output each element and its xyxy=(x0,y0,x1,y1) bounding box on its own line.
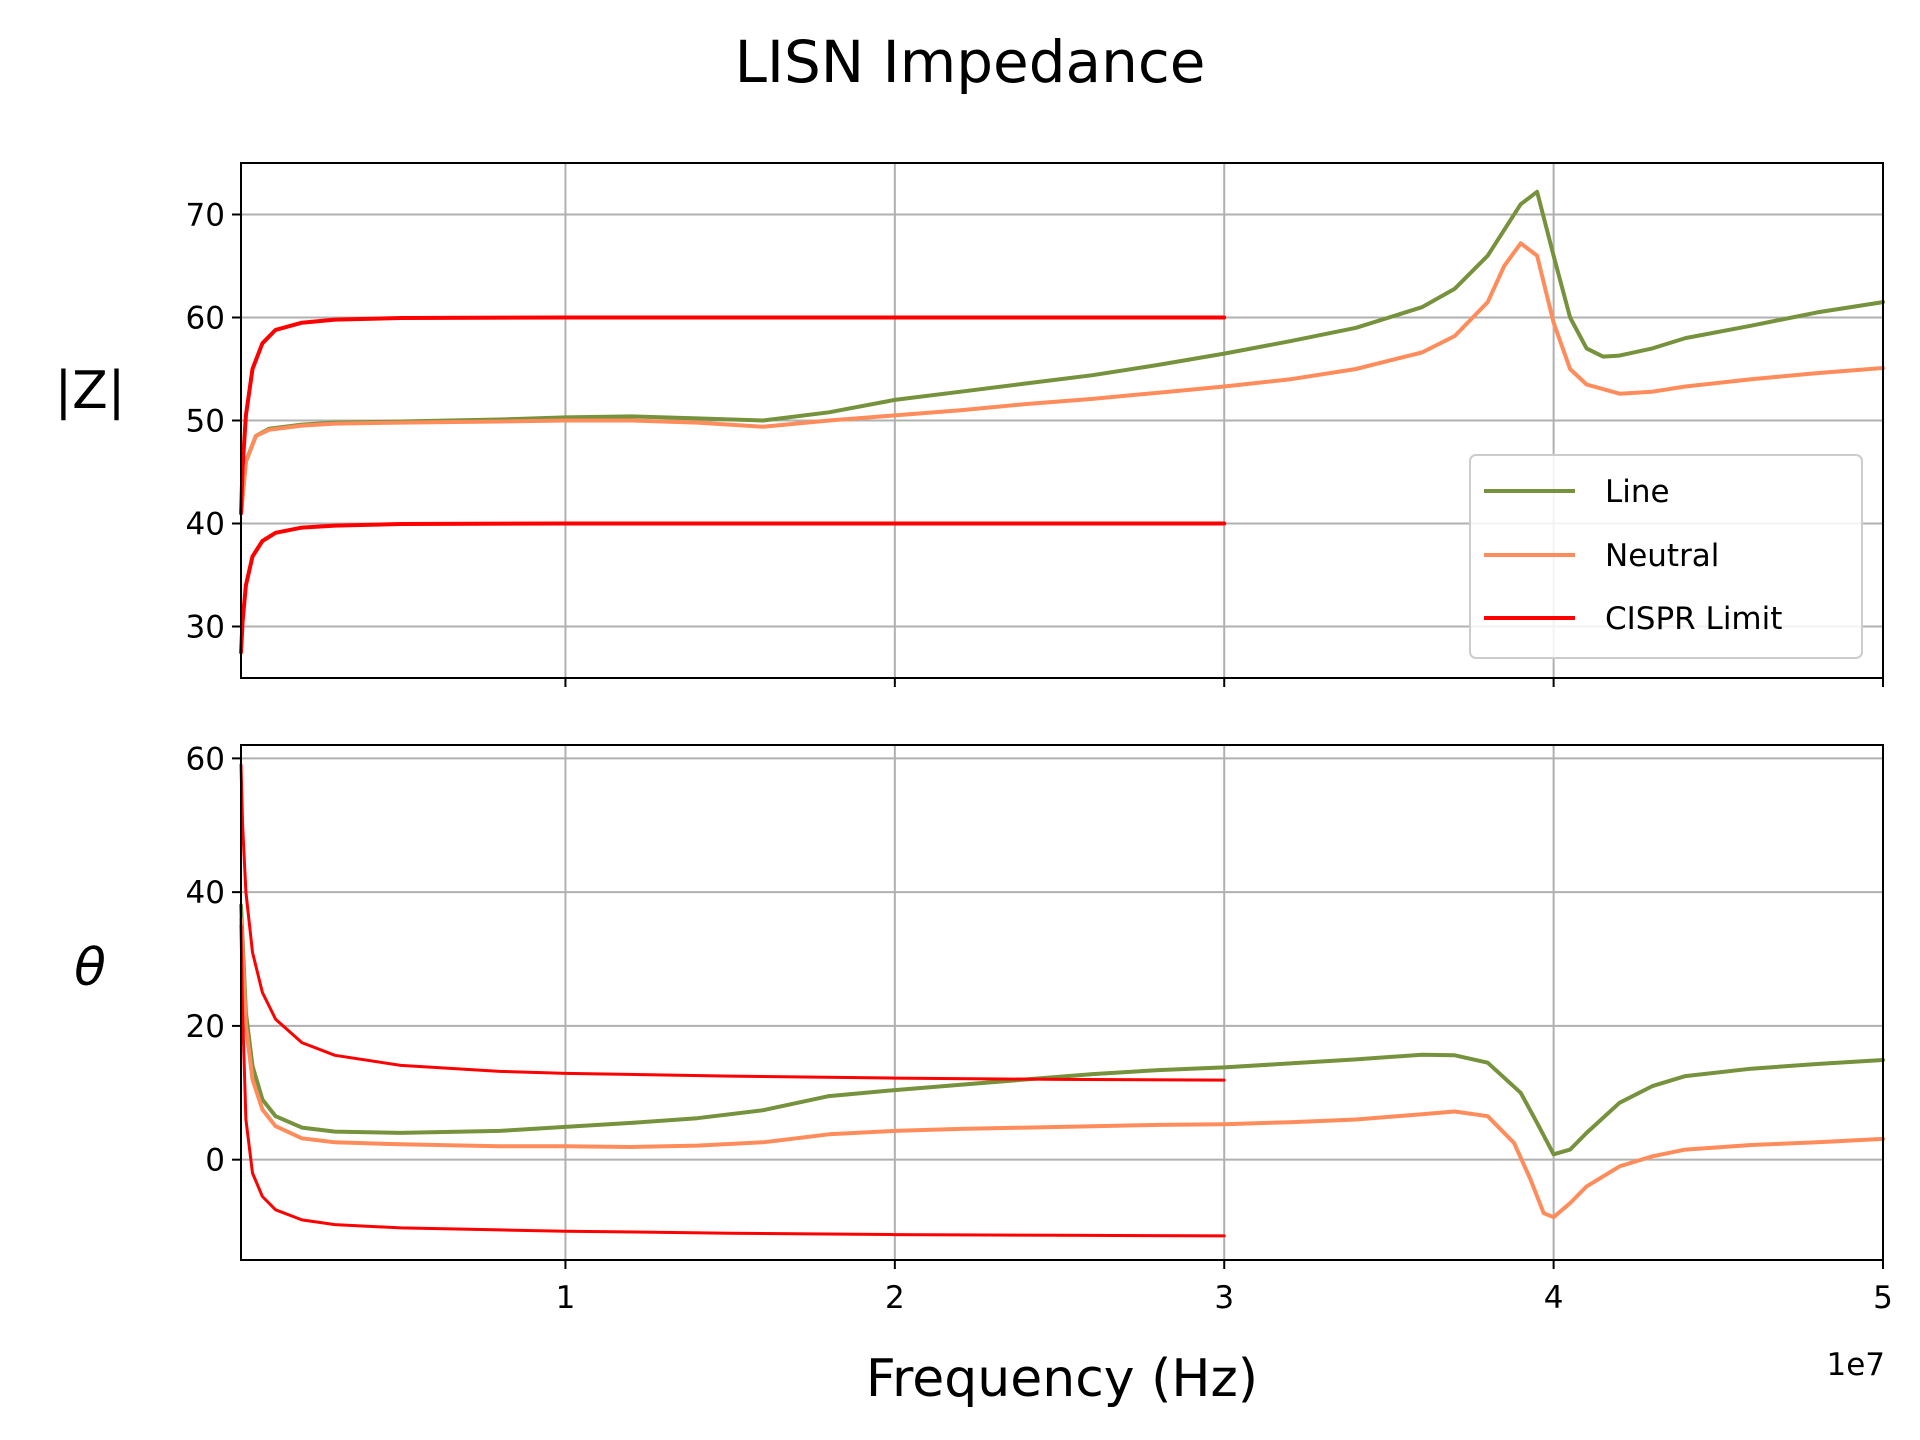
bottom-series-cispr-limit xyxy=(239,763,1226,1082)
top-series-cispr-limit xyxy=(239,315,1227,516)
bottom-ticks: 1 2 3 4 5 0 20 40 60 xyxy=(186,741,1893,1316)
bottom-ylabel: θ xyxy=(74,938,106,998)
top-ylabel: |Z| xyxy=(55,361,126,421)
top-ytick-label-4: 70 xyxy=(186,198,225,234)
legend-label-neutral: Neutral xyxy=(1605,538,1719,574)
bottom-series-group xyxy=(239,763,1885,1238)
bottom-xtick-label-4: 5 xyxy=(1873,1280,1893,1316)
bottom-series-neutral xyxy=(239,916,1885,1220)
bottom-series-cispr-limit-lower xyxy=(239,924,1226,1238)
bottom-xtick-label-1: 2 xyxy=(885,1280,905,1316)
bottom-xtick-label-0: 1 xyxy=(556,1280,576,1316)
top-series-neutral xyxy=(239,241,1885,516)
top-series-cispr-limit-lower xyxy=(239,521,1227,655)
figure-title: LISN Impedance xyxy=(735,28,1206,96)
x-offset-label: 1e7 xyxy=(1826,1347,1885,1383)
bottom-ytick-label-3: 60 xyxy=(186,741,225,777)
top-ytick-label-2: 50 xyxy=(186,404,225,440)
bottom-series-line xyxy=(239,903,1885,1157)
bottom-xtick-label-2: 3 xyxy=(1214,1280,1234,1316)
bottom-ytick-label-2: 40 xyxy=(186,875,225,911)
bottom-axes-frame xyxy=(240,744,1884,1261)
bottom-grid xyxy=(241,745,1884,1260)
top-ytick-label-1: 40 xyxy=(186,507,225,543)
xlabel: Frequency (Hz) xyxy=(866,1349,1258,1409)
top-series-group xyxy=(239,189,1885,655)
legend-label-line: Line xyxy=(1605,474,1670,510)
top-ticks: 30 40 50 60 70 xyxy=(186,198,1884,687)
bottom-ytick-label-0: 0 xyxy=(205,1143,225,1179)
legend: Line Neutral CISPR Limit xyxy=(1469,454,1863,659)
bottom-ytick-label-1: 20 xyxy=(186,1009,225,1045)
panel-top-magnitude: 30 40 50 60 70 |Z| Line Neutral CISPR Limit xyxy=(55,162,1885,687)
top-ytick-label-0: 30 xyxy=(186,610,225,646)
top-ytick-label-3: 60 xyxy=(186,301,225,337)
bottom-xtick-label-3: 4 xyxy=(1544,1280,1564,1316)
legend-label-cispr: CISPR Limit xyxy=(1605,601,1782,637)
panel-bottom-phase: 1 2 3 4 5 0 20 40 60 θ xyxy=(74,741,1893,1316)
legend-frame xyxy=(1469,454,1863,659)
